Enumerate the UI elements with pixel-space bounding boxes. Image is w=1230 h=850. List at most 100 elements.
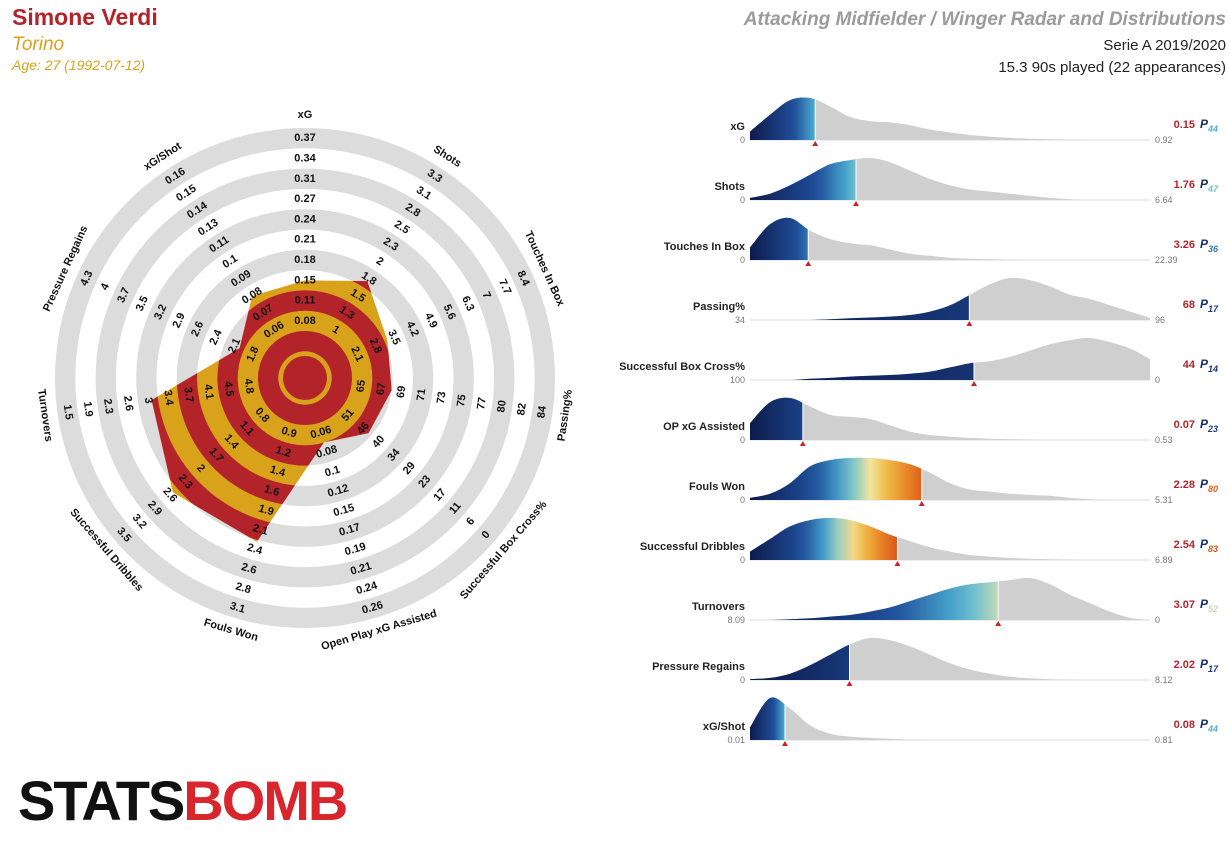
percentile-value: 44: [1207, 724, 1218, 734]
radar-axis-label: Turnovers: [35, 388, 54, 442]
radar-tick-label: 1.5: [61, 404, 75, 421]
radar-tick-label: 6.3: [459, 294, 476, 313]
density-filled: [750, 581, 999, 620]
radar-tick-label: 3.1: [228, 600, 246, 616]
density-filled: [750, 457, 922, 500]
radar-tick-label: 1: [330, 323, 342, 336]
row-left: 0.01: [727, 735, 745, 745]
percentile: P47: [1200, 177, 1219, 194]
title: Attacking Midfielder / Winger Radar and …: [743, 9, 1226, 30]
radar-tick-label: 0.34: [294, 153, 316, 165]
radar-tick-label: 1.4: [269, 464, 288, 480]
percentile-prefix: P: [1200, 597, 1209, 611]
row-label: Pressure Regains: [652, 661, 745, 673]
row-label: Shots: [714, 181, 745, 193]
density-filled: [750, 217, 809, 260]
percentile-prefix: P: [1200, 717, 1209, 731]
player-name: Simone Verdi: [12, 4, 158, 30]
radar-tick-label: 0.19: [343, 541, 367, 559]
radar-tick-label: 2.8: [234, 581, 252, 597]
percentile-prefix: P: [1200, 477, 1209, 491]
radar-tick-label: 1.9: [81, 401, 95, 418]
row-value: 3.26: [1174, 239, 1195, 251]
value-marker: [782, 741, 788, 746]
center-disc: [283, 356, 327, 400]
radar-tick-label: 4: [99, 281, 113, 292]
radar-tick-label: 0.06: [309, 424, 333, 442]
radar-tick-label: 69: [395, 385, 409, 399]
radar-tick-label: 0.27: [294, 193, 315, 205]
percentile: P44: [1200, 717, 1218, 734]
density-filled: [750, 644, 850, 680]
row-right: 0.81: [1155, 735, 1173, 745]
radar-tick-label: 2.4: [246, 542, 265, 558]
radar-tick-label: 84: [535, 404, 549, 419]
row-label: Touches In Box: [664, 241, 746, 253]
row-left: 0: [740, 255, 745, 265]
row-value: 1.76: [1174, 179, 1195, 191]
density: [750, 697, 1150, 740]
age: Age: 27 (1992-07-12): [11, 57, 145, 73]
percentile: P44: [1200, 117, 1218, 134]
radar-axis-label: Passing%: [556, 389, 575, 442]
row-label: OP xG Assisted: [663, 421, 745, 433]
radar-tick-label: 2: [374, 255, 386, 268]
row-value: 44: [1183, 359, 1196, 371]
radar-tick-label: 0.15: [294, 274, 315, 286]
radar-tick-label: 0.31: [294, 173, 315, 185]
percentile-prefix: P: [1200, 297, 1209, 311]
value-marker: [918, 501, 925, 506]
row-right: 0: [1155, 375, 1160, 385]
radar-tick-label: 0.11: [295, 295, 316, 307]
radar-tick-label: 7: [479, 290, 492, 301]
team: Torino: [12, 34, 64, 55]
row-left: 100: [730, 375, 745, 385]
logo-right: BOMB: [183, 769, 346, 832]
row-label: Fouls Won: [689, 481, 745, 493]
row-value: 2.54: [1174, 539, 1196, 551]
radar-tick-label: 4.2: [404, 320, 421, 339]
radar-tick-label: 71: [415, 388, 429, 402]
row-right: 22.39: [1155, 255, 1178, 265]
radar-tick-label: 0.9: [280, 425, 298, 441]
radar-tick-label: 2.6: [240, 561, 258, 577]
density: [750, 97, 1150, 140]
radar-band: [258, 330, 353, 426]
row-label: Successful Box Cross%: [619, 361, 745, 373]
row-value: 3.07: [1174, 599, 1195, 611]
percentile: P17: [1200, 657, 1219, 674]
radar-tick-label: 2.1: [251, 522, 269, 538]
row-left: 0: [740, 555, 745, 565]
percentile-value: 44: [1207, 124, 1218, 134]
density-filled: [750, 362, 974, 381]
percentile-prefix: P: [1200, 357, 1209, 371]
percentile: P52: [1200, 597, 1218, 614]
row-value: 2.28: [1174, 479, 1195, 491]
radar-tick-label: 2.8: [367, 336, 384, 355]
percentile-prefix: P: [1200, 237, 1209, 251]
row-left: 0: [740, 435, 745, 445]
radar-tick-label: 1.9: [257, 503, 275, 519]
radar-bands: [151, 280, 392, 542]
radar-tick-label: 0.15: [332, 502, 356, 520]
radar-tick-label: 5.6: [441, 303, 458, 322]
radar-tick-label: 3.7: [115, 286, 132, 305]
density: [750, 337, 1150, 380]
row-value: 68: [1183, 299, 1195, 311]
percentile-value: 80: [1208, 484, 1218, 494]
percentile-prefix: P: [1200, 177, 1209, 191]
radar-tick-label: 2.1: [348, 345, 365, 364]
radar-tick-label: 0.1: [323, 464, 341, 480]
radar-tick-label: 0.24: [294, 213, 316, 225]
radar-tick-label: 0.26: [361, 599, 385, 617]
radar-tick-label: 1.6: [263, 483, 281, 499]
radar-tick-label: 4.1: [201, 383, 215, 400]
radar-tick-label: 2.6: [189, 320, 206, 339]
row-right: 0: [1155, 615, 1160, 625]
row-right: 6.89: [1155, 555, 1173, 565]
radar-tick-label: 73: [435, 391, 449, 405]
value-marker: [799, 441, 806, 446]
row-right: 5.31: [1155, 495, 1173, 505]
radar-tick-label: 3: [142, 397, 155, 405]
radar-tick-label: 67: [375, 382, 389, 396]
